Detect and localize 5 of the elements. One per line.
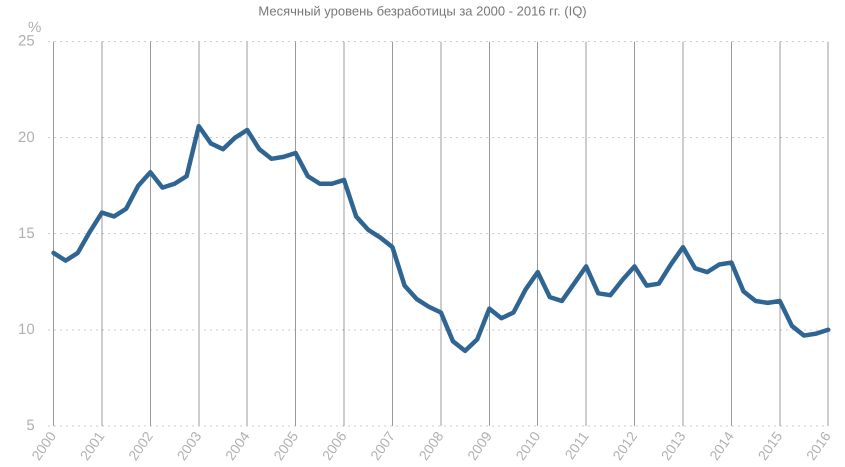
y-tick-label: 15 [18, 224, 35, 242]
chart-title: Месячный уровень безработицы за 2000 - 2016 гг. (IQ) [258, 3, 587, 18]
y-tick-label: 5 [26, 416, 35, 434]
y-tick-label: 20 [18, 128, 35, 146]
y-tick-label: 10 [18, 320, 35, 338]
